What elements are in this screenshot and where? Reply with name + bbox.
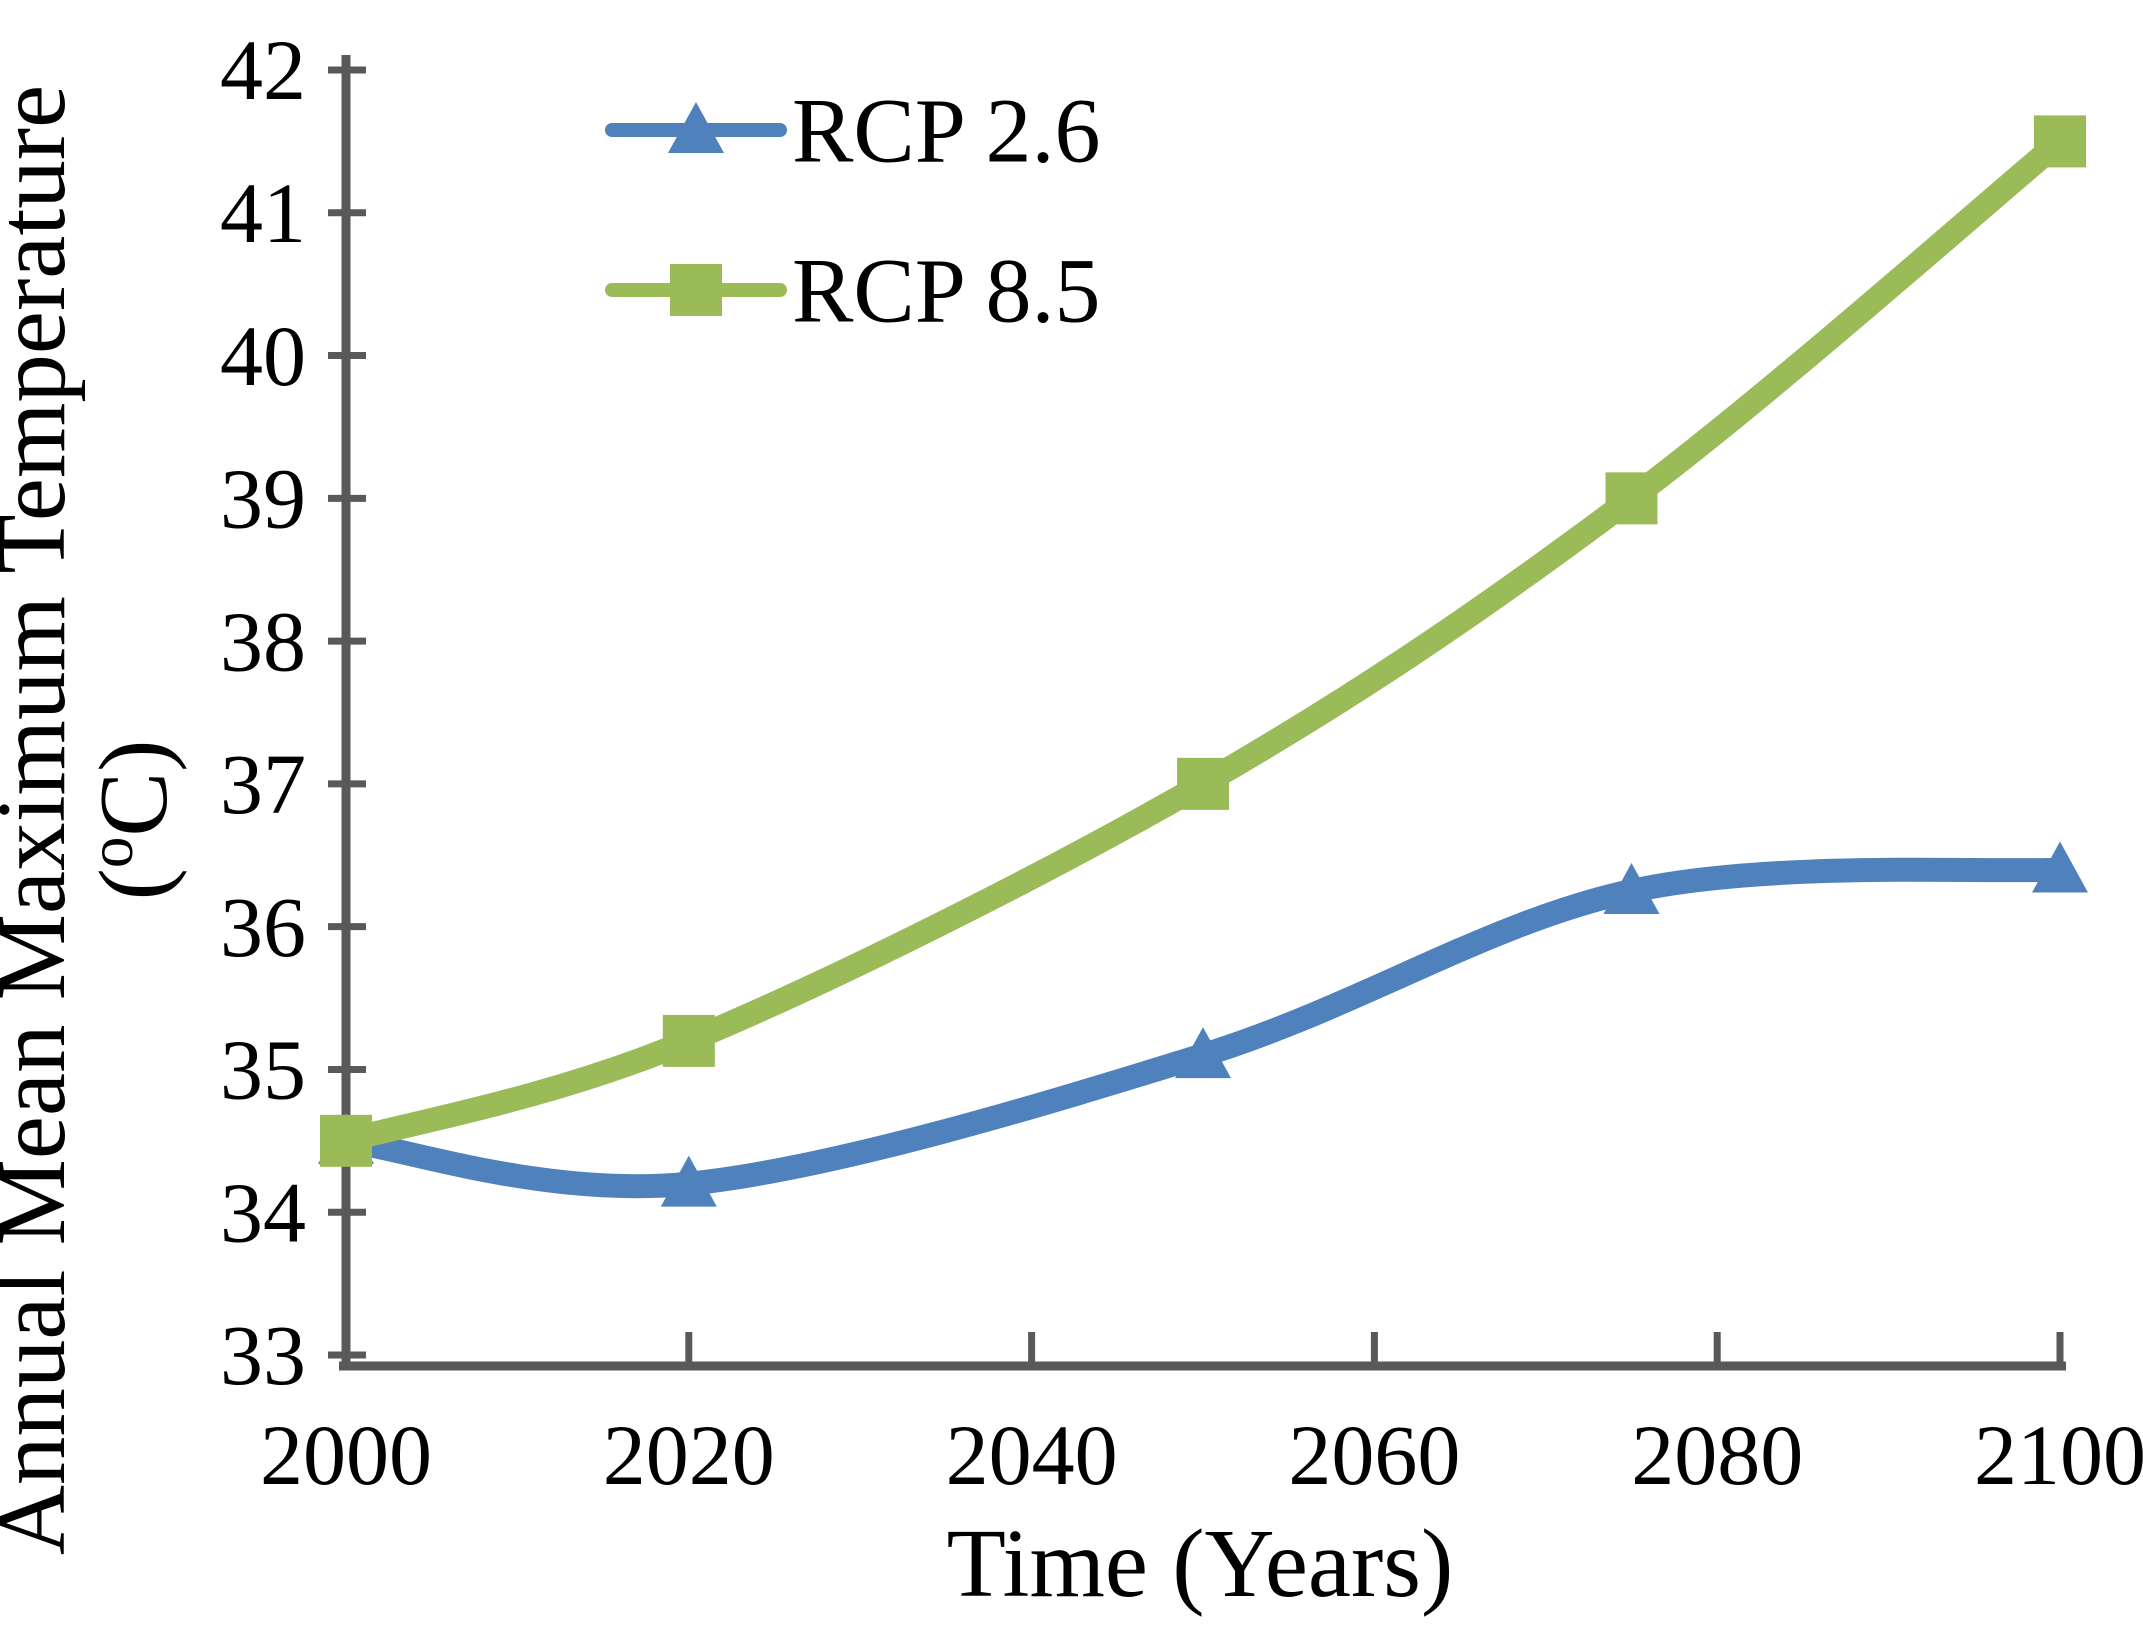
series-line (334, 129, 2072, 1153)
triangle-marker (660, 1155, 717, 1207)
axes (339, 55, 2066, 1371)
x-tick-label: 2020 (603, 1407, 775, 1503)
triangle-marker (1175, 1027, 1231, 1079)
y-axis-title-line1: Annual Mean Maximum Temperature (0, 85, 85, 1555)
y-axis-ticks: 33 34 35 36 37 38 39 40 41 42 (220, 22, 366, 1403)
legend-entry-rcp-2.6: RCP 2.6 (605, 79, 1100, 181)
legend: RCP 2.6 RCP 8.5 (605, 79, 1100, 341)
triangle-marker (2032, 841, 2088, 893)
series-rcp-2.6 (318, 841, 2088, 1207)
legend-square-marker (670, 264, 722, 316)
y-axis-title-unit: (oC) (76, 740, 187, 901)
triangle-marker (1603, 862, 1660, 914)
y-tick-label: 41 (220, 165, 306, 261)
square-marker (1605, 472, 1658, 525)
x-tick-label: 2060 (1288, 1407, 1460, 1503)
y-tick-label: 33 (220, 1307, 306, 1403)
y-tick-label: 35 (220, 1022, 306, 1118)
y-tick-label: 42 (220, 22, 306, 118)
legend-triangle-marker (668, 102, 724, 153)
y-tick-label: 38 (220, 593, 306, 689)
y-tick-label: 39 (220, 451, 306, 547)
x-axis-title: Time (Years) (947, 1510, 1454, 1617)
legend-label: RCP 2.6 (792, 79, 1100, 181)
x-tick-label: 2100 (1974, 1407, 2143, 1503)
x-tick-label: 2000 (260, 1407, 432, 1503)
y-tick-label: 34 (220, 1164, 306, 1260)
plot-series (318, 115, 2088, 1207)
x-axis-ticks: 2000 2020 2040 2060 2080 2100 (260, 1332, 2143, 1503)
square-marker (2034, 115, 2086, 168)
x-tick-label: 2040 (946, 1407, 1118, 1503)
y-tick-label: 36 (220, 879, 306, 975)
square-marker (1177, 757, 1229, 810)
legend-label: RCP 8.5 (792, 239, 1100, 341)
legend-entry-rcp-8.5: RCP 8.5 (605, 239, 1100, 341)
square-marker (320, 1114, 372, 1167)
series-rcp-8.5 (320, 115, 2086, 1167)
x-tick-label: 2080 (1631, 1407, 1803, 1503)
y-tick-label: 37 (220, 736, 306, 832)
y-tick-label: 40 (220, 308, 306, 404)
square-marker (662, 1014, 715, 1067)
